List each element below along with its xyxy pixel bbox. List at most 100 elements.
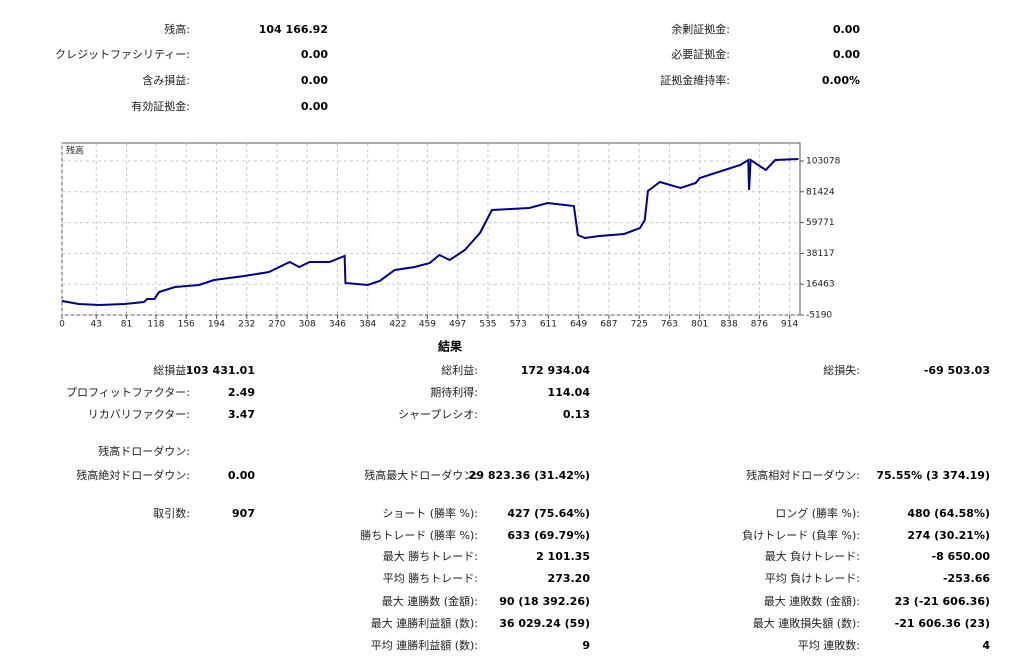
result-label: シャープレシオ:: [398, 408, 478, 421]
x-tick-label: 43: [91, 320, 102, 330]
result-label: 最大 負けトレード:: [765, 549, 860, 563]
summary-label: 必要証拠金:: [671, 47, 730, 61]
result-label: 平均 勝ちトレード:: [383, 571, 478, 585]
x-tick-label: 649: [570, 320, 587, 330]
result-label: 総損失:: [823, 363, 860, 377]
result-value: -69 503.03: [924, 364, 990, 377]
result-value: 480 (64.58%): [907, 507, 990, 520]
result-value: 0.00: [228, 469, 255, 482]
result-value: 907: [232, 507, 255, 520]
x-tick-label: 801: [691, 320, 708, 330]
x-tick-label: 384: [359, 320, 376, 330]
chart-title: 残高: [66, 145, 84, 157]
summary-label: 証拠金維持率:: [660, 73, 730, 87]
result-value: 3.47: [228, 408, 255, 421]
result-value: 427 (75.64%): [507, 507, 590, 520]
summary-value: 0.00: [833, 48, 860, 61]
result-label: 最大 連勝数 (金額):: [382, 594, 478, 608]
y-tick-label: 103078: [806, 156, 841, 166]
result-value: 273.20: [548, 572, 591, 585]
result-label: ショート (勝率 %):: [382, 506, 478, 520]
result-label: リカバリファクター:: [88, 408, 190, 421]
result-value: 29 823.36 (31.42%): [469, 469, 590, 482]
x-tick-label: 497: [449, 320, 466, 330]
x-tick-label: 535: [479, 320, 496, 330]
result-value: 103 431.01: [186, 364, 255, 377]
result-label: 勝ちトレード (勝率 %):: [360, 528, 478, 542]
result-label: 最大 連勝利益額 (数):: [371, 616, 478, 630]
x-tick-label: 573: [510, 320, 527, 330]
x-tick-label: 763: [661, 320, 678, 330]
result-value: 633 (69.79%): [507, 529, 590, 542]
x-tick-label: 876: [751, 320, 768, 330]
y-tick-label: 16463: [806, 280, 835, 290]
result-value: 36 029.24 (59): [499, 617, 590, 630]
result-value: -8 650.00: [932, 550, 991, 563]
summary-value: 104 166.92: [259, 23, 328, 36]
result-value: 4: [982, 639, 990, 652]
x-tick-label: 611: [540, 320, 557, 330]
result-label: 負けトレード (負率 %):: [742, 528, 860, 542]
result-value: 274 (30.21%): [907, 529, 990, 542]
balance-line: [61, 158, 799, 307]
x-tick-label: 346: [329, 320, 346, 330]
result-value: 114.04: [548, 386, 591, 399]
y-tick-label: 59771: [806, 218, 835, 228]
y-tick-label: 38117: [806, 249, 835, 259]
x-tick-label: 914: [781, 320, 798, 330]
x-tick-label: 81: [121, 320, 132, 330]
result-label: 最大 連敗損失額 (数):: [753, 616, 860, 630]
x-tick-label: 156: [178, 320, 195, 330]
x-tick-label: 0: [59, 320, 65, 330]
x-tick-label: 308: [299, 320, 316, 330]
x-tick-label: 459: [419, 320, 436, 330]
y-tick-label: 81424: [806, 187, 835, 197]
result-value: -21 606.36 (23): [895, 617, 990, 630]
result-label: 残高ドローダウン:: [98, 444, 190, 458]
x-tick-label: 838: [721, 320, 738, 330]
result-label: 期待利得:: [430, 385, 478, 399]
result-label: 取引数:: [153, 506, 190, 520]
result-value: 90 (18 392.26): [499, 595, 590, 608]
result-label: ロング (勝率 %):: [775, 506, 860, 520]
result-label: 最大 勝ちトレード:: [383, 549, 478, 563]
x-tick-label: 232: [238, 320, 255, 330]
result-label: 最大 連敗数 (金額):: [764, 594, 860, 608]
x-tick-label: 194: [208, 320, 225, 330]
result-label: 平均 負けトレード:: [765, 572, 860, 585]
result-label: 平均 連敗数:: [798, 638, 860, 652]
result-label: 残高最大ドローダウン:: [364, 468, 478, 482]
x-tick-label: 270: [268, 320, 285, 330]
summary-label: 余剰証拠金:: [671, 22, 730, 36]
result-value: 9: [582, 639, 590, 652]
result-label: 残高絶対ドローダウン:: [76, 468, 190, 482]
x-tick-label: 725: [631, 320, 648, 330]
summary-label: 残高:: [164, 22, 190, 36]
result-value: 2.49: [228, 386, 255, 399]
result-value: 23 (-21 606.36): [895, 595, 990, 608]
result-label: 総利益:: [441, 363, 478, 377]
result-label: 平均 連勝利益額 (数):: [371, 638, 478, 652]
results-title: 結果: [438, 339, 462, 354]
x-tick-label: 422: [389, 320, 406, 330]
summary-label: 含み損益:: [142, 73, 190, 87]
summary-value: 0.00: [301, 48, 328, 61]
x-tick-label: 118: [147, 320, 164, 330]
result-value: 172 934.04: [521, 364, 591, 377]
summary-value: 0.00: [833, 23, 860, 36]
result-value: 2 101.35: [536, 550, 590, 563]
result-value: 75.55% (3 374.19): [876, 469, 990, 482]
y-tick-label: -5190: [806, 311, 832, 321]
result-value: -253.66: [943, 572, 990, 585]
summary-value: 0.00: [301, 100, 328, 113]
summary-value: 0.00%: [822, 74, 860, 87]
result-label: 残高相対ドローダウン:: [746, 468, 860, 482]
plot-frame: [61, 142, 801, 316]
result-label: プロフィットファクター:: [66, 386, 190, 399]
summary-value: 0.00: [301, 74, 328, 87]
summary-label: 有効証拠金:: [131, 99, 190, 113]
summary-label: クレジットファシリティー:: [55, 48, 190, 61]
result-value: 0.13: [563, 408, 590, 421]
x-tick-label: 687: [600, 320, 617, 330]
